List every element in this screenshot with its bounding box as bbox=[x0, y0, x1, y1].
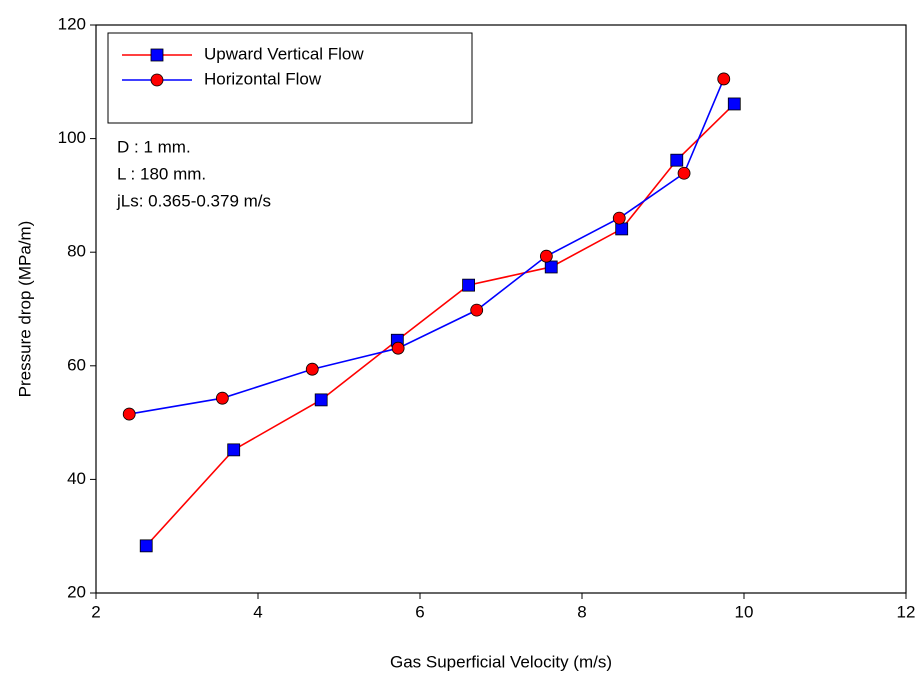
data-point bbox=[717, 72, 731, 86]
plot-frame bbox=[95, 24, 907, 594]
x-tick-label: 4 bbox=[253, 602, 262, 621]
data-point bbox=[305, 362, 319, 376]
legend-marker bbox=[150, 48, 164, 62]
legend-marker bbox=[150, 73, 164, 87]
x-tick-label: 12 bbox=[897, 602, 916, 621]
data-point bbox=[544, 260, 558, 274]
data-point bbox=[727, 97, 741, 111]
x-tick-label: 2 bbox=[91, 602, 100, 621]
data-point bbox=[539, 249, 553, 263]
x-tick-label: 8 bbox=[577, 602, 586, 621]
data-point bbox=[612, 211, 626, 225]
y-tick-label: 20 bbox=[67, 582, 86, 601]
annotation: D : 1 mm. bbox=[117, 137, 191, 156]
series-line bbox=[129, 78, 725, 415]
y-axis-label: Pressure drop (MPa/m) bbox=[15, 221, 34, 398]
annotation: L : 180 mm. bbox=[117, 164, 206, 183]
data-point bbox=[122, 407, 136, 421]
x-tick-label: 6 bbox=[415, 602, 424, 621]
x-tick-label: 10 bbox=[735, 602, 754, 621]
y-tick-label: 120 bbox=[58, 14, 86, 33]
data-point bbox=[670, 153, 684, 167]
data-point bbox=[314, 393, 328, 407]
data-point bbox=[215, 391, 229, 405]
y-tick-label: 40 bbox=[67, 469, 86, 488]
data-point bbox=[391, 341, 405, 355]
annotation: jLs: 0.365-0.379 m/s bbox=[116, 191, 271, 210]
data-point bbox=[470, 303, 484, 317]
data-point bbox=[677, 166, 691, 180]
y-tick-label: 80 bbox=[67, 242, 86, 261]
data-point bbox=[462, 278, 476, 292]
y-tick-label: 60 bbox=[67, 355, 86, 374]
data-point bbox=[615, 222, 629, 236]
x-axis-label: Gas Superficial Velocity (m/s) bbox=[390, 652, 612, 671]
y-tick-label: 100 bbox=[58, 128, 86, 147]
data-point bbox=[139, 539, 153, 553]
legend-box bbox=[107, 32, 473, 124]
legend-label: Upward Vertical Flow bbox=[204, 44, 364, 63]
legend-label: Horizontal Flow bbox=[204, 69, 322, 88]
data-point bbox=[227, 443, 241, 457]
series-line bbox=[145, 103, 735, 547]
